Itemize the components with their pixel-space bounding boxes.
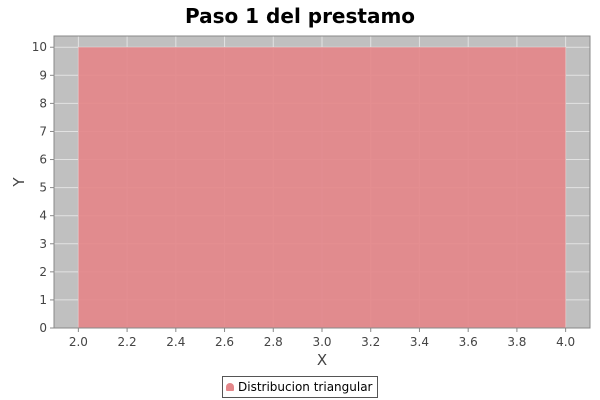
x-axis-label: X [317, 351, 327, 369]
legend-label: Distribucion triangular [238, 380, 373, 394]
x-tick-labels: 2.0 2.2 2.4 2.6 2.8 3.0 3.2 3.4 3.6 3.8 4.0 [69, 335, 575, 349]
y-tick-label: 3 [39, 237, 47, 251]
x-tick-label: 2.6 [215, 335, 234, 349]
legend: Distribucion triangular [222, 376, 378, 398]
y-tick-label: 9 [39, 68, 47, 82]
y-tick-label: 5 [39, 181, 47, 195]
series-area [78, 47, 566, 328]
x-tick-label: 3.2 [361, 335, 380, 349]
x-tick-label: 3.6 [459, 335, 478, 349]
chart-title: Paso 1 del prestamo [184, 4, 416, 28]
y-axis-label: Y [10, 177, 28, 188]
axes [50, 35, 591, 332]
y-tick-label: 7 [39, 124, 47, 138]
legend-swatch-icon [226, 383, 234, 391]
y-tick-label: 4 [39, 209, 47, 223]
x-tick-label: 3.8 [507, 335, 526, 349]
y-tick-label: 1 [39, 293, 47, 307]
plot-border [53, 35, 591, 329]
x-tick-label: 3.0 [312, 335, 331, 349]
x-tick-label: 4.0 [556, 335, 575, 349]
x-tick-label: 2.0 [69, 335, 88, 349]
y-tick-labels: 0 1 2 3 4 5 6 7 8 9 10 [32, 40, 47, 335]
x-tick-label: 2.8 [264, 335, 283, 349]
y-tick-label: 2 [39, 265, 47, 279]
x-tick-label: 2.4 [166, 335, 185, 349]
y-tick-label: 10 [32, 40, 47, 54]
x-tick-label: 2.2 [118, 335, 137, 349]
series-layer [78, 47, 566, 328]
y-tick-label: 6 [39, 153, 47, 167]
y-tick-label: 0 [39, 321, 47, 335]
y-tick-label: 8 [39, 96, 47, 110]
x-tick-label: 3.4 [410, 335, 429, 349]
